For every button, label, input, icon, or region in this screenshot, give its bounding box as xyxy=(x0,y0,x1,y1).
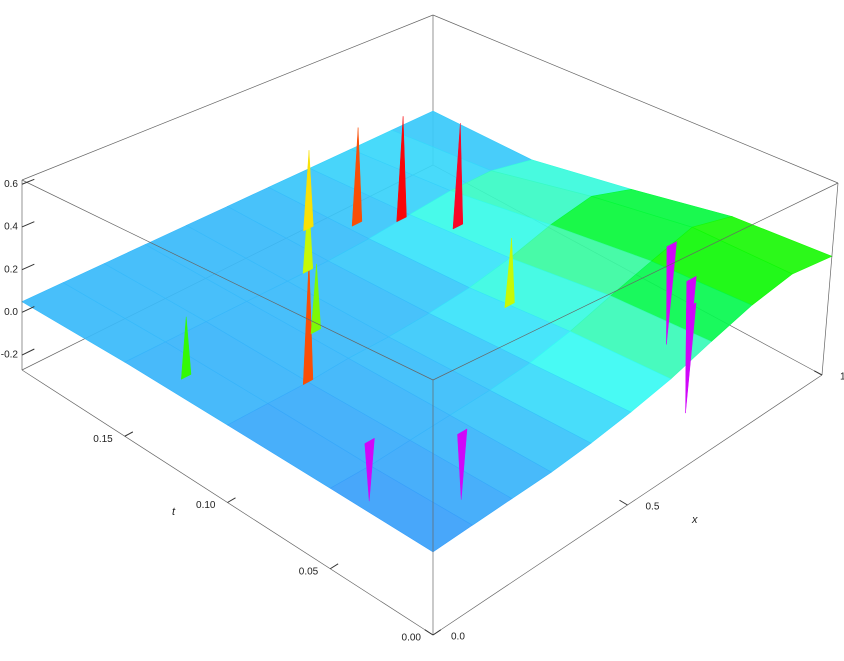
t-tick xyxy=(124,431,134,437)
t-tick-label: 0.05 xyxy=(299,566,319,577)
spike xyxy=(303,150,314,232)
spike xyxy=(452,123,464,230)
spike xyxy=(666,241,677,345)
t-axis-label: t xyxy=(172,506,176,518)
t-tick-label: 0.15 xyxy=(93,434,113,445)
spike xyxy=(364,437,375,502)
z-tick-label: 0.2 xyxy=(4,264,18,275)
spike xyxy=(504,238,515,309)
z-tick-label: 0.0 xyxy=(4,307,18,318)
t-tick-label: 0.10 xyxy=(196,500,216,511)
z-tick xyxy=(21,348,35,356)
z-tick-label: -0.2 xyxy=(1,350,19,361)
x-axis-label: x xyxy=(691,514,698,526)
x-tick xyxy=(619,499,628,506)
x-tick-label: 0.5 xyxy=(646,502,660,513)
x-tick-label: 0.0 xyxy=(451,632,465,643)
spike xyxy=(181,316,192,380)
box-edge xyxy=(21,14,434,181)
z-tick-label: 0.4 xyxy=(4,222,18,233)
x-tick-label: 1.0 xyxy=(840,372,844,383)
t-tick xyxy=(329,563,339,570)
t-tick xyxy=(432,629,442,636)
spike xyxy=(302,260,314,386)
z-tick xyxy=(21,306,35,313)
t-tick-label: 0.00 xyxy=(402,633,422,644)
box-edge xyxy=(432,14,839,184)
spike xyxy=(396,116,407,223)
spike xyxy=(351,127,363,227)
z-tick-label: 0.6 xyxy=(4,179,18,190)
spike xyxy=(310,263,321,335)
spike xyxy=(302,197,314,274)
box-edge xyxy=(21,179,434,381)
box-edge xyxy=(821,182,839,376)
z-tick xyxy=(21,221,35,228)
spike xyxy=(685,275,697,383)
box-edge xyxy=(432,182,839,381)
t-tick xyxy=(227,497,236,503)
x-tick xyxy=(424,629,434,636)
z-tick xyxy=(21,178,35,185)
spike xyxy=(457,428,468,500)
x-tick xyxy=(813,370,823,376)
z-tick xyxy=(21,263,35,271)
